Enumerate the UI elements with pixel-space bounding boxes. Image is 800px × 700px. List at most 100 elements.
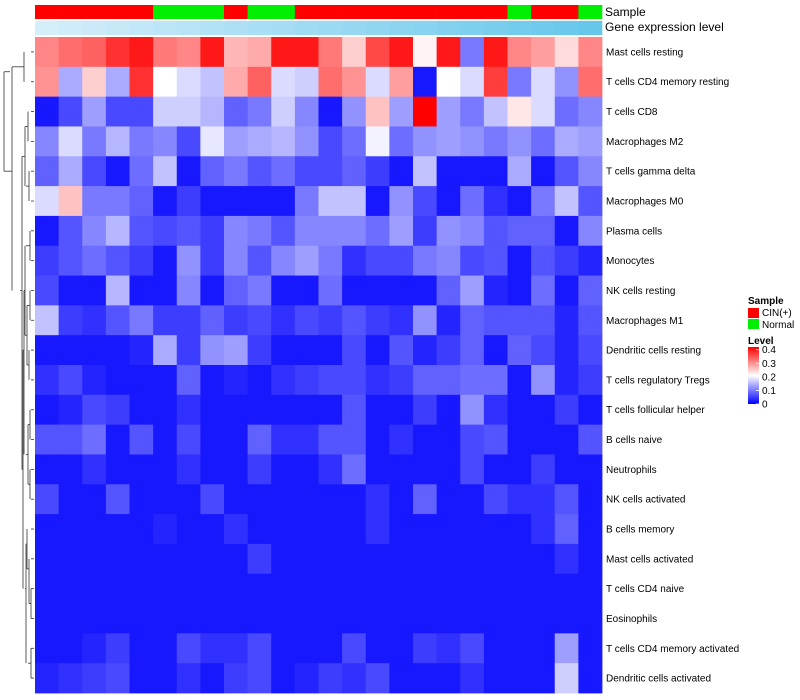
heatmap-cell (200, 245, 225, 276)
sample-annotation-cell (531, 5, 556, 19)
heatmap-cell (365, 484, 390, 515)
heatmap-cell (153, 543, 178, 575)
heatmap-cell (105, 66, 130, 98)
heatmap-cell (554, 245, 579, 276)
heatmap-cell (105, 424, 130, 455)
heatmap-cell (413, 37, 438, 68)
heatmap-cell (58, 335, 83, 366)
heatmap-cell (105, 663, 130, 694)
heatmap-cell (413, 215, 438, 247)
heatmap-cell (318, 215, 343, 247)
gene-level-annotation-cell (554, 21, 579, 35)
sample-annotation-cell (365, 5, 390, 19)
heatmap-cell (531, 573, 556, 604)
heatmap-cell (342, 66, 367, 98)
heatmap-cell (460, 245, 485, 276)
heatmap-cell (35, 335, 60, 366)
gene-level-annotation-cell (58, 21, 83, 35)
heatmap-cell (578, 603, 603, 634)
heatmap-cell (365, 305, 390, 336)
row-label: Mast cells resting (606, 47, 683, 58)
heatmap-cell (365, 424, 390, 455)
heatmap-cell (176, 454, 201, 485)
heatmap-cell (224, 543, 249, 575)
heatmap-cell (58, 633, 83, 664)
heatmap-cell (531, 96, 556, 127)
heatmap-cell (460, 37, 485, 68)
heatmap-cell (318, 186, 343, 217)
heatmap-cell (129, 663, 154, 694)
sample-annotation-cell (176, 5, 201, 19)
heatmap-cell (389, 335, 414, 366)
heatmap-cell (483, 275, 508, 306)
heatmap-cell (153, 275, 178, 306)
heatmap-cell (578, 305, 603, 336)
heatmap-cell (200, 305, 225, 336)
heatmap-cell (389, 514, 414, 545)
heatmap-cell (82, 335, 107, 366)
heatmap-cell (224, 603, 249, 634)
gene-level-annotation-cell (578, 21, 603, 35)
heatmap-cell (413, 186, 438, 217)
heatmap-cell (578, 573, 603, 604)
heatmap-cell (129, 126, 154, 157)
heatmap-cell (294, 573, 319, 604)
heatmap-cell (247, 37, 272, 68)
heatmap-cell (224, 573, 249, 604)
heatmap-cell (105, 215, 130, 247)
heatmap-cell (318, 573, 343, 604)
heatmap-cell (483, 365, 508, 396)
heatmap-cell (389, 543, 414, 575)
heatmap-cell (554, 603, 579, 634)
heatmap-cell (460, 394, 485, 426)
heatmap-cell (294, 484, 319, 515)
gene-level-annotation-cell (507, 21, 532, 35)
heatmap-cell (35, 543, 60, 575)
heatmap-cell (507, 633, 532, 664)
heatmap-cell (365, 215, 390, 247)
heatmap-cell (105, 275, 130, 306)
heatmap-cell (436, 484, 461, 515)
heatmap-cell (247, 365, 272, 396)
heatmap-cell (58, 215, 83, 247)
heatmap-cell (318, 663, 343, 694)
sample-annotation-cell (58, 5, 83, 19)
heatmap-cell (224, 275, 249, 306)
heatmap-cell (507, 603, 532, 634)
heatmap-cell (436, 573, 461, 604)
heatmap-cell (200, 365, 225, 396)
row-label: Neutrophils (606, 465, 657, 476)
heatmap-cell (82, 215, 107, 247)
heatmap-cell (200, 573, 225, 604)
heatmap-cell (105, 335, 130, 366)
heatmap-cell (153, 186, 178, 217)
heatmap-cell (247, 573, 272, 604)
heatmap-cell (531, 66, 556, 98)
heatmap-cell (153, 484, 178, 515)
heatmap-cell (365, 275, 390, 306)
heatmap-cell (436, 156, 461, 187)
row-label: Monocytes (606, 256, 654, 267)
heatmap-cell (247, 484, 272, 515)
heatmap-cell (58, 424, 83, 455)
heatmap-cell (318, 305, 343, 336)
heatmap-cell (35, 66, 60, 98)
heatmap-cell (531, 215, 556, 247)
heatmap-cell (200, 335, 225, 366)
heatmap-cell (483, 305, 508, 336)
gene-level-annotation-cell (129, 21, 154, 35)
heatmap-cell (507, 275, 532, 306)
heatmap-cell (247, 603, 272, 634)
heatmap-cell (200, 126, 225, 157)
heatmap-cell (271, 365, 296, 396)
row-label: Macrophages M2 (606, 137, 684, 148)
heatmap-cell (247, 394, 272, 426)
heatmap-cell (105, 245, 130, 276)
heatmap-cell (483, 454, 508, 485)
heatmap-cell (318, 96, 343, 127)
heatmap-cell (507, 365, 532, 396)
heatmap-cell (176, 215, 201, 247)
heatmap-cell (436, 245, 461, 276)
heatmap-cell (342, 573, 367, 604)
column-annotations (35, 5, 603, 35)
